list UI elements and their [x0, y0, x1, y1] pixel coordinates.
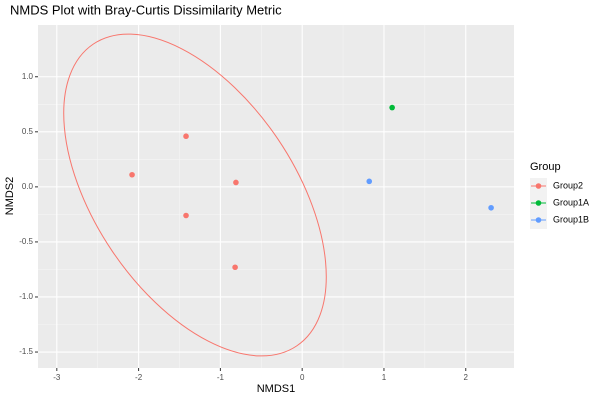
x-tick-label: -3 [53, 373, 61, 382]
point [488, 204, 494, 211]
y-axis-label: NMDS2 [4, 177, 16, 216]
ellipse [63, 33, 327, 357]
x-axis-label: NMDS1 [257, 383, 296, 395]
point [129, 171, 135, 178]
legend-point [535, 200, 542, 206]
point [183, 133, 189, 140]
legend-label: Group1B [553, 214, 589, 224]
x-tick-label: 2 [464, 373, 469, 382]
y-tick-label: -1.0 [19, 292, 33, 301]
x-tick-label: -1 [217, 373, 225, 382]
point [232, 264, 238, 271]
legend-label: Group1A [553, 197, 589, 207]
legend-point [535, 217, 542, 223]
chart-title: NMDS Plot with Bray-Curtis Dissimilarity… [10, 2, 282, 17]
legend-point [535, 183, 542, 189]
panel [38, 25, 514, 368]
x-tick-label: -2 [135, 373, 143, 382]
x-tick-label: 1 [382, 373, 387, 382]
point [233, 179, 239, 186]
y-tick-label: 0.5 [22, 127, 34, 136]
y-tick-label: 0.0 [22, 182, 34, 191]
x-tick-label: 0 [300, 373, 305, 382]
point [389, 104, 395, 111]
legend-title: Group [530, 161, 561, 173]
point [366, 178, 373, 185]
y-tick-label: -1.5 [19, 347, 33, 356]
point [183, 212, 189, 219]
y-tick-label: -0.5 [19, 237, 33, 246]
legend-label: Group2 [553, 180, 583, 190]
y-tick-label: 1.0 [22, 72, 34, 81]
